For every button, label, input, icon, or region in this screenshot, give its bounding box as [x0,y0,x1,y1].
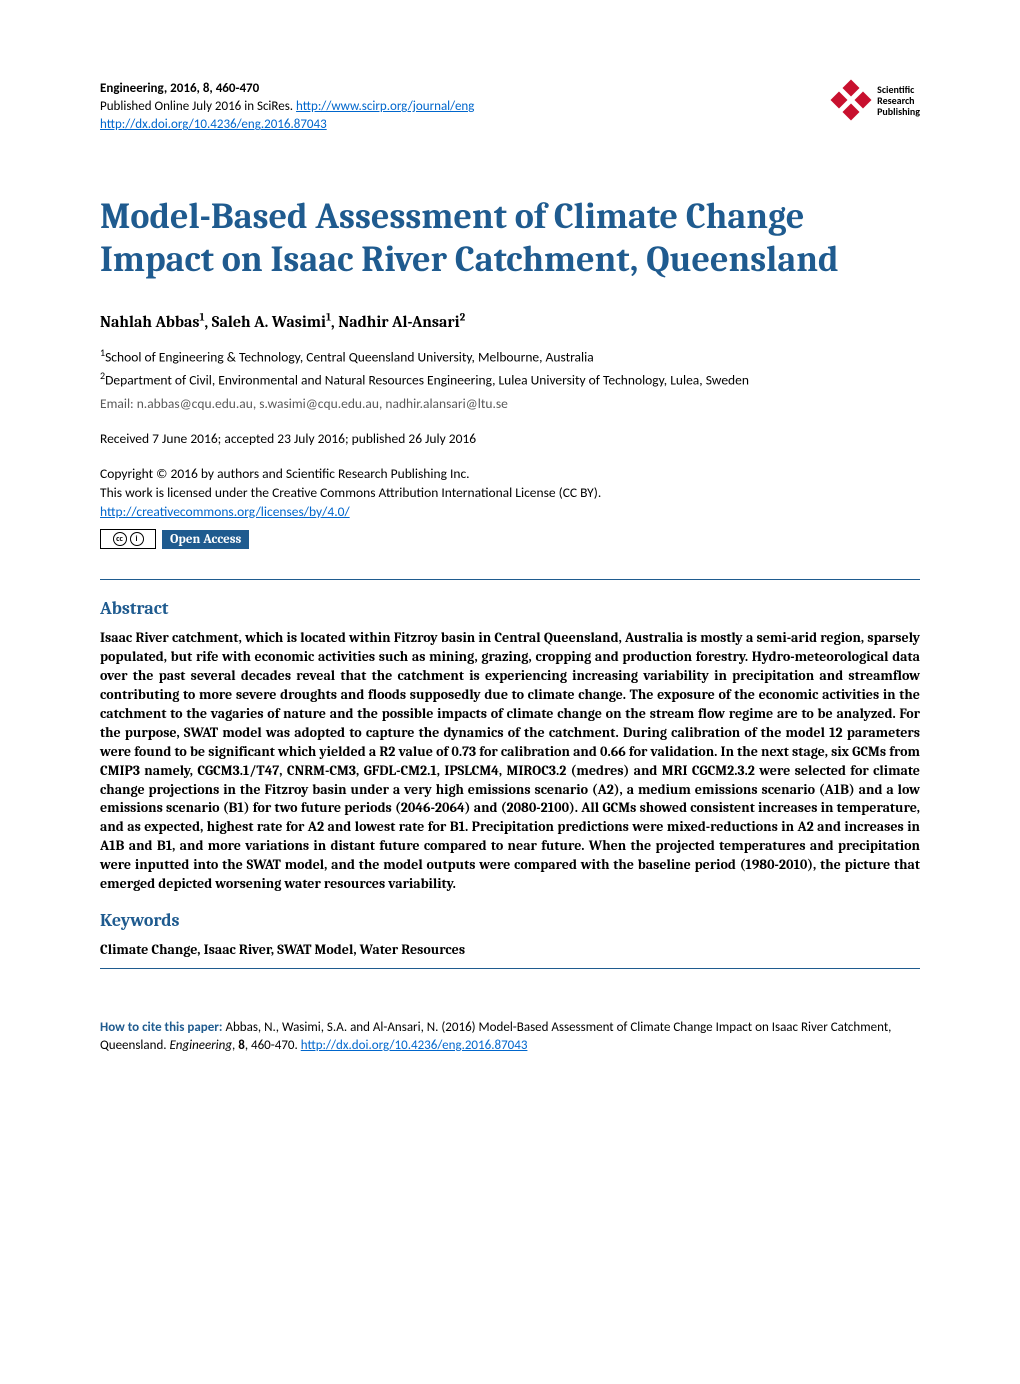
publisher-logo: Scientific Research Publishing [831,80,920,120]
copyright-block: Copyright © 2016 by authors and Scientif… [100,465,920,522]
logo-line3: Publishing [877,106,920,117]
divider-top [100,579,920,580]
cite-block: How to cite this paper: Abbas, N., Wasim… [100,1019,920,1055]
paper-title: Model-Based Assessment of Climate Change… [100,195,920,281]
emails-label: Email: [100,395,137,412]
affiliation-1-text: School of Engineering & Technology, Cent… [105,349,594,366]
logo-line1: Scientific [877,84,920,95]
keywords-heading: Keywords [100,910,920,931]
cite-volume: 8 [238,1038,245,1053]
copyright-line1: Copyright © 2016 by authors and Scientif… [100,465,920,484]
cite-journal: Engineering [170,1038,233,1053]
open-access-badge: Open Access [162,530,249,549]
cite-pages: , 460-470. [245,1038,301,1053]
journal-url-link[interactable]: http://www.scirp.org/journal/eng [296,99,474,114]
publisher-logo-text: Scientific Research Publishing [877,84,920,117]
emails-text: n.abbas@cqu.edu.au, s.wasimi@cqu.edu.au,… [137,395,508,412]
affiliation-1: 1School of Engineering & Technology, Cen… [100,345,920,368]
author-3: Nadhir Al-Ansari2 [338,313,465,331]
published-prefix: Published Online July 2016 in SciRes. [100,99,296,114]
dates-line: Received 7 June 2016; accepted 23 July 2… [100,430,920,447]
header-row: Engineering, 2016, 8, 460-470 Published … [100,80,920,135]
cite-lead: How to cite this paper: [100,1020,225,1035]
journal-meta: Engineering, 2016, 8, 460-470 Published … [100,80,474,135]
license-url-link[interactable]: http://creativecommons.org/licenses/by/4… [100,503,350,520]
doi-url-link[interactable]: http://dx.doi.org/10.4236/eng.2016.87043 [100,117,327,132]
keywords-body: Climate Change, Isaac River, SWAT Model,… [100,941,920,958]
cc-symbol: cc [113,532,127,546]
emails-line: Email: n.abbas@cqu.edu.au, s.wasimi@cqu.… [100,395,920,412]
affiliation-2: 2Department of Civil, Environmental and … [100,368,920,391]
authors-line: Nahlah Abbas1, Saleh A. Wasimi1, Nadhir … [100,311,920,331]
published-line: Published Online July 2016 in SciRes. ht… [100,98,474,116]
author-1: Nahlah Abbas1 [100,313,205,331]
badges-row: cc i Open Access [100,529,920,549]
copyright-line2: This work is licensed under the Creative… [100,484,920,503]
affiliations: 1School of Engineering & Technology, Cen… [100,345,920,391]
scirp-diamonds-icon [831,80,871,120]
cite-doi-link[interactable]: http://dx.doi.org/10.4236/eng.2016.87043 [301,1038,528,1053]
divider-bottom [100,968,920,969]
abstract-heading: Abstract [100,598,920,619]
journal-line: Engineering, 2016, 8, 460-470 [100,80,474,98]
abstract-body: Isaac River catchment, which is located … [100,629,920,893]
author-2: Saleh A. Wasimi1 [212,313,331,331]
logo-line2: Research [877,95,920,106]
affiliation-2-text: Department of Civil, Environmental and N… [105,372,749,389]
by-symbol: i [130,532,144,546]
doi-line: http://dx.doi.org/10.4236/eng.2016.87043 [100,116,474,134]
cc-by-badge-icon: cc i [100,529,156,549]
